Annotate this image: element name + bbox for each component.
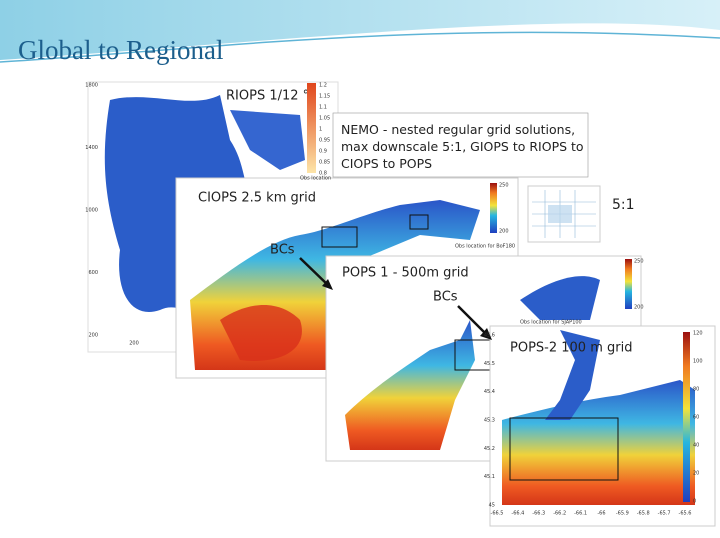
caption: Obs location for SJAP100 — [520, 320, 582, 326]
y-tick-label: 45.5 — [484, 361, 495, 367]
caption: Obs location for BoF180 — [455, 244, 515, 250]
note-line: max downscale 5:1, GIOPS to RIOPS to — [341, 139, 584, 154]
note-line: NEMO - nested regular grid solutions, — [341, 122, 575, 137]
colorbar-label: 250 — [634, 259, 644, 265]
colorbar-label: 100 — [693, 359, 703, 365]
y-tick-label: 1000 — [85, 208, 98, 214]
colorbar-label: 200 — [634, 305, 644, 311]
y-tick-label: 45.4 — [484, 389, 495, 395]
panel-label: POPS 1 - 500m grid — [342, 266, 469, 281]
x-tick-label: -66.5 — [491, 511, 504, 517]
panel-label: POPS-2 100 m grid — [510, 341, 632, 356]
colorbar-label: 20 — [693, 471, 699, 477]
colorbar-label: 40 — [693, 443, 699, 449]
colorbar-label: 1.2 — [319, 83, 327, 89]
colorbar-label: 0.95 — [319, 138, 330, 144]
y-tick-label: 1400 — [85, 145, 98, 151]
colorbar-label: 60 — [693, 415, 699, 421]
y-tick-label: 45 — [489, 503, 495, 509]
x-tick-label: -66.3 — [532, 511, 545, 517]
x-tick-label: -65.9 — [616, 511, 629, 517]
colorbar-label: 1 — [319, 127, 322, 133]
slide-title: Global to Regional — [18, 35, 223, 65]
note-line: CIOPS to POPS — [341, 156, 432, 171]
colorbar-label: 0.9 — [319, 149, 327, 155]
colorbar-label: 1.15 — [319, 94, 330, 100]
pops2-panel: POPS-2 100 m grid — [489, 325, 716, 527]
y-tick-label: 45.2 — [484, 446, 495, 452]
y-tick-label: 45.1 — [484, 474, 495, 480]
note: NEMO - nested regular grid solutions, max… — [341, 122, 584, 171]
colorbar-label: 120 — [693, 331, 703, 337]
y-tick-label: 45.3 — [484, 418, 495, 424]
x-tick-label: -65.7 — [658, 511, 671, 517]
x-tick-label: -65.6 — [679, 511, 692, 517]
caption: Obs location — [300, 176, 331, 182]
y-tick-label: 45.6 — [484, 333, 495, 339]
y-tick-label: 1800 — [85, 83, 98, 89]
x-tick-label: -66 — [597, 511, 605, 517]
ratio-inset: 5:1 — [527, 185, 635, 243]
x-tick-label: -66.1 — [574, 511, 587, 517]
panel-label: CIOPS 2.5 km grid — [198, 191, 316, 206]
panel-label: RIOPS 1/12 ° — [226, 89, 309, 104]
note-box — [332, 112, 589, 178]
y-tick-label: 200 — [88, 333, 98, 339]
colorbar-label: 0.85 — [319, 160, 330, 166]
x-tick-label: -66.4 — [511, 511, 524, 517]
colorbar-label: 250 — [499, 183, 509, 189]
colorbar-label: 80 — [693, 387, 699, 393]
x-tick-label: -66.2 — [553, 511, 566, 517]
arrow-label: BCs — [433, 290, 458, 305]
ratio-label: 5:1 — [612, 197, 635, 213]
colorbar-label: 0.8 — [319, 171, 327, 177]
x-tick-label: 200 — [129, 341, 139, 347]
colorbar-label: 200 — [499, 229, 509, 235]
swoosh — [0, 0, 720, 60]
x-tick-label: -65.8 — [637, 511, 650, 517]
y-tick-label: 600 — [88, 270, 98, 276]
colorbar-label: 1.05 — [319, 116, 330, 122]
arrow-label: BCs — [270, 243, 295, 258]
colorbar-label: 1.1 — [319, 105, 327, 111]
swoosh-line — [0, 31, 720, 63]
colorbar-label: 0 — [693, 499, 696, 505]
arrows: BCs BCs — [270, 243, 492, 340]
